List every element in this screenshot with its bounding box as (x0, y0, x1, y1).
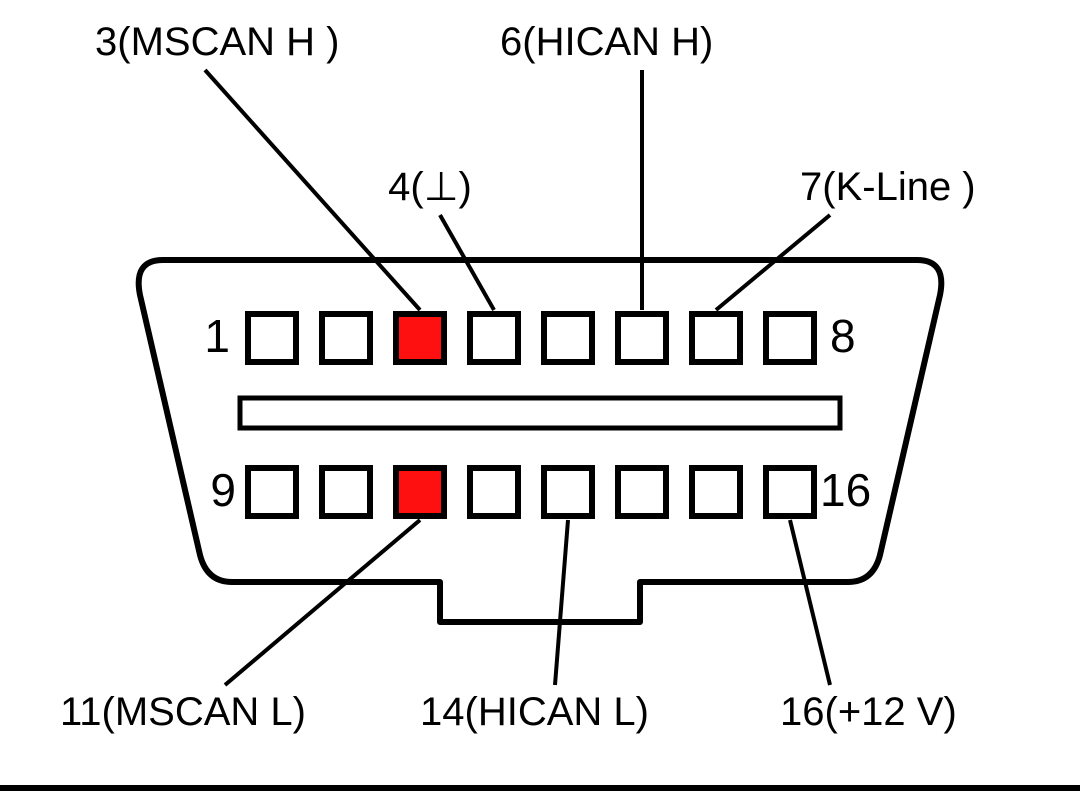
row-label-bot_right: 16 (820, 464, 871, 516)
pin-12 (470, 468, 518, 516)
callout-label-pin6: 6(HICAN H) (500, 20, 713, 64)
pin-15 (692, 468, 740, 516)
callout-label-pin3: 3(MSCAN H ) (95, 20, 339, 64)
pin-8 (766, 314, 814, 362)
pin-13 (544, 468, 592, 516)
pin-4 (470, 314, 518, 362)
pin-2 (322, 314, 370, 362)
row-label-bot_left: 9 (210, 464, 236, 516)
pin-1 (248, 314, 296, 362)
pin-6 (618, 314, 666, 362)
pin-10 (322, 468, 370, 516)
row-label-top_right: 8 (830, 310, 856, 362)
callout-label-pin7: 7(K-Line ) (800, 165, 976, 209)
pin-3 (396, 314, 444, 362)
pin-7 (692, 314, 740, 362)
pin-11 (396, 468, 444, 516)
row-label-top_left: 1 (204, 310, 230, 362)
callout-label-pin14: 14(HICAN L) (420, 690, 649, 734)
pin-14 (618, 468, 666, 516)
callout-label-pin16: 16(+12 V) (780, 690, 957, 734)
callout-label-pin11: 11(MSCAN L) (60, 690, 306, 734)
callout-label-pin4: 4(⊥) (388, 165, 472, 209)
pin-5 (544, 314, 592, 362)
pin-16 (766, 468, 814, 516)
pin-9 (248, 468, 296, 516)
